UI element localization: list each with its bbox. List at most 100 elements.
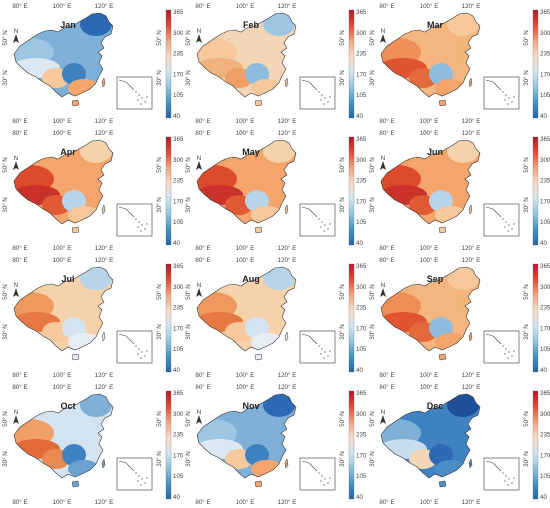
colorbar-tick-label: 235 [540, 305, 550, 312]
lon-label-bottom: 80° E [379, 499, 394, 506]
colorbar-tick-label: 235 [173, 305, 183, 312]
lat-label-left: 50° N [2, 157, 9, 173]
month-panel-feb: 80° E 80° E 100° E 100° E 120° E 120° E 50° N 5… [183, 0, 366, 127]
colorbar-tick-label: 105 [356, 92, 366, 99]
lon-label-top: 120° E [461, 257, 480, 264]
lon-label-bottom: 120° E [278, 499, 297, 506]
lon-label-top: 120° E [95, 3, 114, 10]
colorbar-tick-label: 105 [356, 219, 366, 226]
south-china-sea-inset [483, 330, 519, 364]
month-title: Dec [426, 401, 443, 411]
lon-label-bottom: 80° E [12, 372, 27, 379]
month-title: Feb [243, 20, 260, 30]
colorbar-tick-label: 365 [173, 263, 183, 270]
colorbar-tick-label: 170 [356, 71, 366, 78]
lat-label-left: 50° N [369, 157, 376, 173]
lat-label-left: 50° N [369, 411, 376, 427]
lon-label-top: 100° E [419, 384, 438, 391]
lon-label-bottom: 100° E [236, 499, 255, 506]
colorbar-tick-label: 170 [356, 325, 366, 332]
colorbar-tick-label: 105 [540, 219, 550, 226]
colorbar [532, 9, 538, 119]
colorbar-tick-label: 365 [173, 390, 183, 397]
colorbar-tick-label: 170 [540, 452, 550, 459]
colorbar [165, 263, 172, 373]
colorbar-tick-label: 365 [540, 9, 550, 16]
lon-label-top: 100° E [419, 257, 438, 264]
lat-label-left: 30° N [369, 451, 376, 467]
lon-label-bottom: 80° E [12, 118, 27, 125]
lat-label-right: 30° N [523, 197, 530, 213]
lon-label-bottom: 120° E [95, 499, 114, 506]
lon-label-bottom: 100° E [236, 245, 255, 252]
colorbar-tick-label: 300 [540, 157, 550, 164]
lat-label-right: 50° N [523, 411, 530, 427]
lon-label-top: 100° E [236, 3, 255, 10]
colorbar-tick-label: 300 [356, 411, 366, 418]
north-arrow-icon: N [196, 409, 203, 424]
lat-label-left: 30° N [185, 70, 192, 86]
north-arrow-icon: N [196, 282, 203, 297]
lat-label-left: 50° N [2, 30, 9, 46]
lat-label-right: 30° N [156, 197, 163, 213]
month-panel-sep: 80° E 80° E 100° E 100° E 120° E 120° E 50° N 5… [367, 254, 550, 381]
colorbar-tick-label: 365 [356, 263, 366, 270]
colorbar-tick-label: 40 [356, 240, 363, 247]
map-svg: 80° E 80° E 100° E 100° E 120° E 120° E 50° N 5… [185, 384, 366, 506]
lon-label-top: 80° E [196, 3, 211, 10]
colorbar-tick-label: 105 [540, 346, 550, 353]
colorbar-tick-label: 40 [540, 367, 547, 374]
north-arrow-icon: N [196, 28, 203, 43]
lat-label-right: 50° N [339, 30, 346, 46]
lon-label-bottom: 100° E [419, 499, 438, 506]
colorbar-tick-label: 105 [540, 473, 550, 480]
colorbar-tick-label: 365 [356, 390, 366, 397]
lat-label-left: 30° N [185, 451, 192, 467]
lon-label-top: 100° E [53, 384, 72, 391]
lon-label-top: 80° E [379, 384, 394, 391]
lon-label-top: 100° E [419, 3, 438, 10]
month-title: Jun [427, 147, 443, 157]
lon-label-top: 120° E [461, 130, 480, 137]
map-svg: 80° E 80° E 100° E 100° E 120° E 120° E 50° N 5… [2, 384, 183, 506]
colorbar-tick-label: 105 [173, 219, 183, 226]
lat-label-right: 30° N [339, 70, 346, 86]
colorbar-tick-label: 300 [540, 30, 550, 37]
svg-text:N: N [14, 155, 18, 162]
south-china-sea-inset [116, 76, 153, 110]
lon-label-top: 100° E [53, 257, 72, 264]
lon-label-bottom: 120° E [278, 245, 297, 252]
map-svg: 80° E 80° E 100° E 100° E 120° E 120° E 50° N 5… [369, 257, 550, 379]
lat-label-left: 50° N [2, 284, 9, 300]
lat-label-right: 30° N [339, 324, 346, 340]
lat-label-right: 30° N [523, 70, 530, 86]
lon-label-top: 80° E [196, 384, 211, 391]
lat-label-left: 30° N [369, 197, 376, 213]
lon-label-top: 120° E [278, 384, 297, 391]
map-svg: 80° E 80° E 100° E 100° E 120° E 120° E 50° N 5… [185, 130, 366, 252]
lon-label-bottom: 80° E [196, 245, 211, 252]
lat-label-left: 50° N [185, 284, 192, 300]
month-title: Jul [61, 274, 74, 284]
svg-text:N: N [14, 282, 18, 289]
month-panel-jan: 80° E 80° E 100° E 100° E 120° E 120° E 50° N 5… [0, 0, 183, 127]
lon-label-bottom: 100° E [53, 245, 72, 252]
month-panel-jun: 80° E 80° E 100° E 100° E 120° E 120° E 50° N 5… [367, 127, 550, 254]
lon-label-top: 80° E [12, 130, 27, 137]
colorbar-tick-label: 365 [540, 263, 550, 270]
colorbar [349, 136, 355, 246]
colorbar [165, 390, 172, 500]
colorbar-tick-label: 105 [356, 346, 366, 353]
colorbar [349, 263, 355, 373]
lat-label-left: 50° N [185, 157, 192, 173]
colorbar-tick-label: 235 [173, 178, 183, 185]
lat-label-right: 50° N [339, 411, 346, 427]
month-title: Mar [427, 20, 444, 30]
lon-label-top: 120° E [461, 3, 480, 10]
lon-label-bottom: 80° E [379, 245, 394, 252]
colorbar-tick-label: 300 [356, 30, 366, 37]
colorbar-tick-label: 235 [356, 432, 366, 439]
month-title: Apr [60, 147, 76, 157]
lon-label-bottom: 100° E [53, 499, 72, 506]
lat-label-left: 30° N [185, 197, 192, 213]
